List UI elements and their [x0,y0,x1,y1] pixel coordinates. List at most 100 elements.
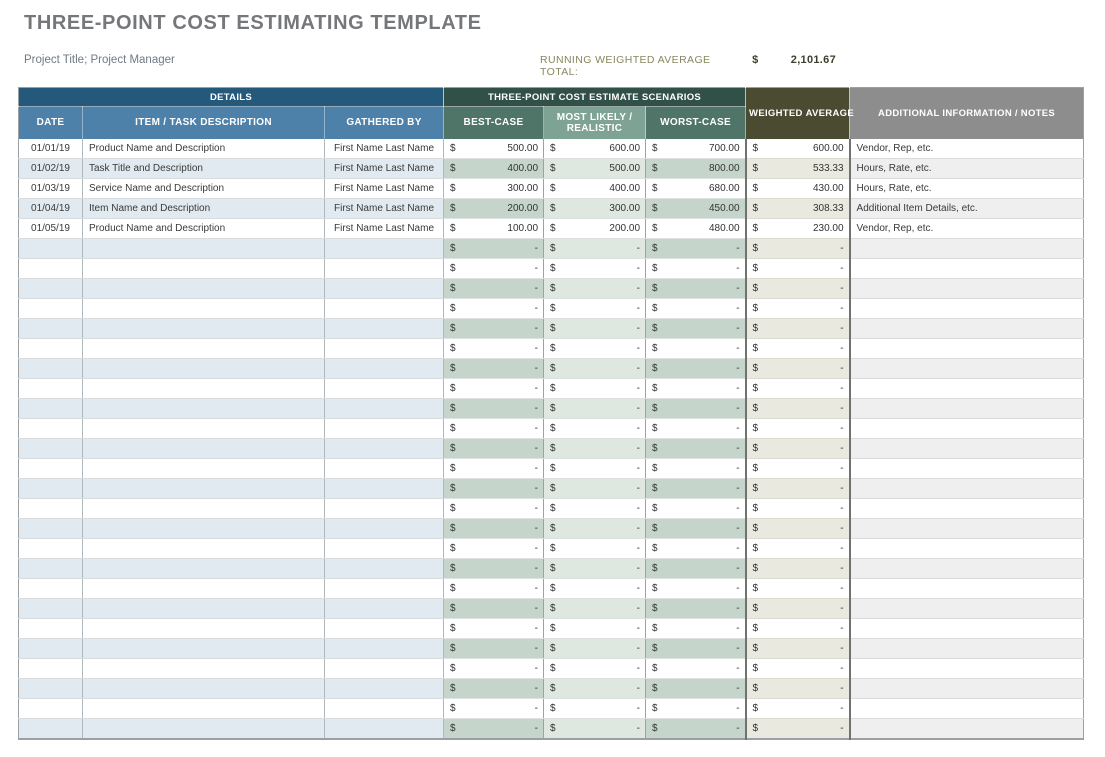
cell-gathered-by[interactable] [324,498,445,519]
cell-date[interactable] [18,678,83,699]
cell-best-case[interactable]: $100.00 [443,218,545,239]
cell-gathered-by[interactable] [324,478,445,499]
cell-most-likely[interactable]: $ - [543,458,647,479]
cell-notes[interactable] [849,418,1084,439]
cell-gathered-by[interactable]: First Name Last Name [324,218,445,239]
cell-best-case[interactable]: $ - [443,538,545,559]
cell-weighted-average[interactable]: $ - [745,698,851,719]
cell-worst-case[interactable]: $ - [645,298,747,319]
cell-item-description[interactable] [82,318,325,339]
cell-weighted-average[interactable]: $ - [745,378,851,399]
cell-notes[interactable]: Additional Item Details, etc. [849,198,1084,219]
cell-date[interactable] [18,618,83,639]
cell-best-case[interactable]: $ - [443,238,545,259]
cell-best-case[interactable]: $ - [443,638,545,659]
cell-item-description[interactable] [82,718,325,740]
cell-best-case[interactable]: $ - [443,398,545,419]
cell-notes[interactable] [849,598,1084,619]
cell-notes[interactable] [849,578,1084,599]
cell-weighted-average[interactable]: $ - [745,538,851,559]
cell-gathered-by[interactable] [324,458,445,479]
cell-best-case[interactable]: $ - [443,658,545,679]
cell-gathered-by[interactable] [324,338,445,359]
cell-weighted-average[interactable]: $ - [745,298,851,319]
cell-weighted-average[interactable]: $ - [745,558,851,579]
cell-item-description[interactable] [82,298,325,319]
cell-worst-case[interactable]: $ - [645,418,747,439]
cell-most-likely[interactable]: $ - [543,558,647,579]
cell-date[interactable] [18,478,83,499]
cell-item-description[interactable] [82,698,325,719]
cell-notes[interactable] [849,658,1084,679]
cell-date[interactable]: 01/03/19 [18,178,83,199]
cell-date[interactable] [18,458,83,479]
cell-best-case[interactable]: $ - [443,318,545,339]
cell-item-description[interactable] [82,378,325,399]
cell-date[interactable] [18,358,83,379]
cell-worst-case[interactable]: $680.00 [645,178,747,199]
cell-most-likely[interactable]: $ - [543,258,647,279]
cell-most-likely[interactable]: $ - [543,418,647,439]
cell-most-likely[interactable]: $ - [543,578,647,599]
cell-notes[interactable] [849,698,1084,719]
cell-notes[interactable] [849,278,1084,299]
cell-gathered-by[interactable] [324,718,445,740]
cell-most-likely[interactable]: $ - [543,278,647,299]
cell-best-case[interactable]: $ - [443,338,545,359]
cell-item-description[interactable] [82,418,325,439]
cell-worst-case[interactable]: $ - [645,558,747,579]
cell-item-description[interactable] [82,438,325,459]
cell-gathered-by[interactable] [324,438,445,459]
cell-most-likely[interactable]: $ - [543,438,647,459]
cell-worst-case[interactable]: $ - [645,678,747,699]
cell-most-likely[interactable]: $ - [543,338,647,359]
cell-worst-case[interactable]: $ - [645,318,747,339]
cell-item-description[interactable] [82,558,325,579]
cell-item-description[interactable]: Item Name and Description [82,198,325,219]
cell-worst-case[interactable]: $ - [645,658,747,679]
cell-worst-case[interactable]: $ - [645,438,747,459]
cell-worst-case[interactable]: $ - [645,518,747,539]
cell-date[interactable]: 01/02/19 [18,158,83,179]
cell-worst-case[interactable]: $ - [645,618,747,639]
cell-notes[interactable] [849,358,1084,379]
cell-notes[interactable]: Vendor, Rep, etc. [849,139,1084,159]
cell-worst-case[interactable]: $ - [645,338,747,359]
cell-best-case[interactable]: $300.00 [443,178,545,199]
cell-gathered-by[interactable] [324,678,445,699]
cell-date[interactable] [18,698,83,719]
cell-item-description[interactable] [82,658,325,679]
cell-gathered-by[interactable]: First Name Last Name [324,198,445,219]
cell-gathered-by[interactable] [324,398,445,419]
cell-best-case[interactable]: $ - [443,478,545,499]
cell-gathered-by[interactable] [324,378,445,399]
cell-worst-case[interactable]: $ - [645,578,747,599]
cell-weighted-average[interactable]: $ - [745,358,851,379]
cell-weighted-average[interactable]: $308.33 [745,198,851,219]
cell-gathered-by[interactable] [324,238,445,259]
cell-most-likely[interactable]: $ - [543,678,647,699]
cell-gathered-by[interactable] [324,278,445,299]
cell-worst-case[interactable]: $480.00 [645,218,747,239]
cell-most-likely[interactable]: $ - [543,518,647,539]
cell-worst-case[interactable]: $ - [645,598,747,619]
cell-best-case[interactable]: $ - [443,438,545,459]
cell-best-case[interactable]: $ - [443,458,545,479]
cell-best-case[interactable]: $ - [443,498,545,519]
cell-notes[interactable] [849,518,1084,539]
cell-best-case[interactable]: $200.00 [443,198,545,219]
cell-weighted-average[interactable]: $230.00 [745,218,851,239]
cell-date[interactable] [18,518,83,539]
cell-most-likely[interactable]: $ - [543,598,647,619]
cell-date[interactable] [18,558,83,579]
cell-item-description[interactable] [82,538,325,559]
cell-best-case[interactable]: $ - [443,258,545,279]
cell-notes[interactable] [849,618,1084,639]
cell-most-likely[interactable]: $ - [543,318,647,339]
cell-item-description[interactable] [82,478,325,499]
cell-best-case[interactable]: $ - [443,618,545,639]
cell-notes[interactable] [849,538,1084,559]
cell-gathered-by[interactable] [324,638,445,659]
cell-worst-case[interactable]: $ - [645,398,747,419]
cell-weighted-average[interactable]: $ - [745,318,851,339]
